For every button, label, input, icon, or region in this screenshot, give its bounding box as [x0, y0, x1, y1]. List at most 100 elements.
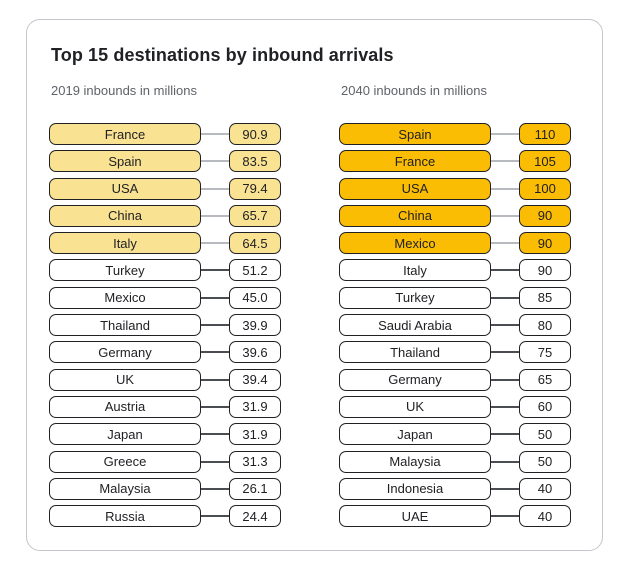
column-2040-subtitle: 2040 inbounds in millions [341, 83, 487, 98]
value-pill: 79.4 [229, 177, 281, 200]
country-pill-label: Japan [107, 426, 143, 442]
page-title: Top 15 destinations by inbound arrivals [51, 45, 394, 65]
country-pill: Thailand [49, 314, 201, 337]
connector-line [491, 133, 519, 135]
country-pill-label: France [394, 153, 436, 169]
country-pill-label: Thailand [100, 317, 150, 333]
connector-line [491, 214, 519, 217]
value-pill: 39.9 [229, 314, 281, 337]
connector-line [201, 378, 229, 381]
value-pill: 24.4 [229, 505, 281, 528]
connector-line [201, 214, 229, 217]
value-pill-label: 80 [537, 317, 553, 333]
rows: Spain 110 France 105 USA 100 China 90 [339, 123, 571, 528]
value-pill-label: 31.9 [242, 399, 268, 415]
table-row: Japan 31.9 [49, 423, 281, 446]
value-pill: 65.7 [229, 204, 281, 227]
connector-line [201, 296, 229, 299]
country-pill-label: USA [401, 181, 429, 197]
value-pill: 100 [519, 177, 571, 200]
value-pill-label: 105 [534, 153, 556, 169]
country-pill: Russia [49, 505, 201, 528]
table-row: UAE 40 [339, 505, 571, 528]
country-pill-label: Austria [104, 399, 146, 415]
connector-line [491, 515, 519, 518]
table-row: Russia 24.4 [49, 505, 281, 528]
connector-line [201, 405, 229, 408]
table-row: Malaysia 50 [339, 450, 571, 473]
country-pill: Germany [339, 368, 491, 391]
value-pill: 50 [519, 450, 571, 473]
country-pill: Italy [339, 259, 491, 282]
country-pill: Austria [49, 395, 201, 418]
value-pill: 51.2 [229, 259, 281, 282]
value-pill-label: 110 [534, 126, 556, 142]
value-pill: 31.3 [229, 450, 281, 473]
value-pill-label: 31.3 [242, 454, 268, 470]
column-2019: 2019 inbounds in millions France 90.9 Sp… [49, 83, 281, 528]
country-pill: Malaysia [49, 477, 201, 500]
table-row: Spain 110 [339, 123, 571, 145]
country-pill: Germany [49, 341, 201, 364]
country-pill: France [49, 123, 201, 145]
value-pill: 105 [519, 150, 571, 173]
chart-card: Top 15 destinations by inbound arrivals … [26, 19, 603, 551]
value-pill: 75 [519, 341, 571, 364]
value-pill-label: 83.5 [242, 153, 268, 169]
value-pill: 90 [519, 259, 571, 282]
value-pill: 90.9 [229, 123, 281, 145]
value-pill-label: 65 [537, 372, 553, 388]
value-pill-label: 79.4 [242, 181, 268, 197]
country-pill: Greece [49, 450, 201, 473]
country-pill: Mexico [49, 286, 201, 309]
connector-line [491, 460, 519, 463]
table-row: Spain 83.5 [49, 150, 281, 173]
connector-line [201, 133, 229, 135]
country-pill-label: Indonesia [386, 481, 444, 497]
connector-line [491, 242, 519, 245]
table-row: Italy 90 [339, 259, 571, 282]
value-pill: 90 [519, 232, 571, 255]
connector-line [201, 242, 229, 245]
country-pill-label: UK [115, 372, 135, 388]
value-pill: 64.5 [229, 232, 281, 255]
connector-line [201, 324, 229, 327]
country-pill: USA [49, 177, 201, 200]
country-pill: China [49, 204, 201, 227]
country-pill: Thailand [339, 341, 491, 364]
table-row: Italy 64.5 [49, 232, 281, 255]
country-pill-label: Italy [403, 262, 427, 278]
table-row: UK 60 [339, 395, 571, 418]
value-pill-label: 31.9 [242, 426, 268, 442]
value-pill-label: 90.9 [242, 126, 268, 142]
value-pill-label: 50 [537, 426, 553, 442]
country-pill: USA [339, 177, 491, 200]
value-pill-label: 45.0 [242, 290, 268, 306]
columns-container: 2019 inbounds in millions France 90.9 Sp… [49, 83, 572, 528]
table-row: Germany 65 [339, 368, 571, 391]
country-pill: Japan [339, 423, 491, 446]
country-pill: Spain [49, 150, 201, 173]
connector-line [491, 351, 519, 354]
value-pill-label: 40 [537, 481, 553, 497]
connector-line [201, 515, 229, 518]
value-pill: 90 [519, 204, 571, 227]
table-row: Turkey 51.2 [49, 259, 281, 282]
country-pill-label: Mexico [394, 235, 436, 251]
value-pill: 110 [519, 123, 571, 145]
connector-line [491, 378, 519, 381]
country-pill-label: Turkey [105, 262, 145, 278]
country-pill: Turkey [49, 259, 201, 282]
table-row: UK 39.4 [49, 368, 281, 391]
value-pill-label: 24.4 [242, 508, 268, 524]
country-pill: Spain [339, 123, 491, 145]
country-pill: Italy [49, 232, 201, 255]
value-pill-label: 90 [537, 235, 553, 251]
value-pill: 65 [519, 368, 571, 391]
value-pill: 40 [519, 505, 571, 528]
value-pill-label: 50 [537, 454, 553, 470]
table-row: Mexico 90 [339, 232, 571, 255]
value-pill-label: 75 [537, 344, 553, 360]
country-pill-label: Japan [397, 426, 433, 442]
country-pill-label: Italy [113, 235, 137, 251]
